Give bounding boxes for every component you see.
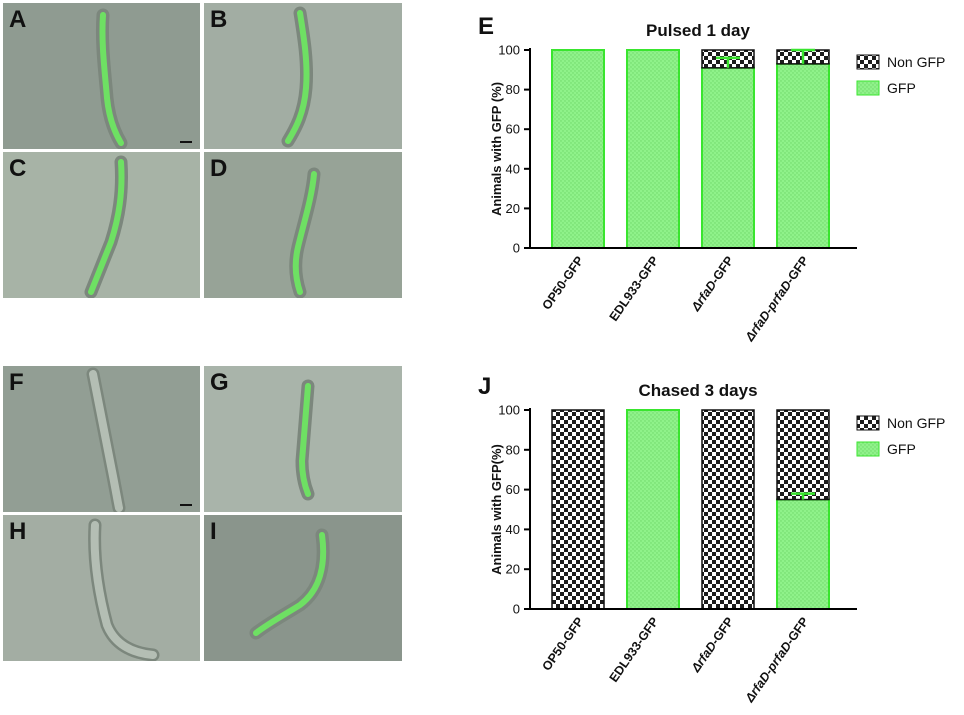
y-tick-label: 0 [513,602,520,617]
bar-non-gfp [551,409,605,610]
gfp-fluorescence [298,383,311,497]
legend-swatch [856,80,880,96]
gfp-fluorescence [99,12,124,146]
bar-non-gfp [776,409,830,501]
y-tick-label: 80 [506,82,520,97]
worm-image [281,6,314,148]
micrograph-panel-f: F [3,366,200,512]
scale-bar [180,504,192,506]
legend-swatch [856,441,880,457]
panel-label: I [210,518,217,545]
worm-image [88,518,160,661]
worm-image [249,528,330,640]
y-tick-label: 60 [506,122,520,137]
micrograph-panel-i: I [204,515,402,661]
x-tick-label: ΔrfaD-GFP [688,254,736,315]
worm-gut [89,370,123,512]
gfp-fluorescence [285,10,310,144]
y-tick-label: 20 [506,562,520,577]
panel-label: F [9,369,24,396]
bar-gfp [776,498,830,610]
legend-label: Non GFP [887,54,945,70]
worm-image [84,155,128,298]
panel-label: B [210,6,228,33]
x-tick-label: ΔrfaD-prfaD-GFP [742,254,811,345]
micrograph-panel-b: B [204,3,402,149]
gfp-fluorescence [88,159,125,295]
panel-label: C [9,155,27,182]
y-tick-label: 80 [506,442,520,457]
bar-gfp [776,62,830,249]
micrograph-panel-h: H [3,515,200,661]
legend-label: Non GFP [887,415,945,431]
chart-title: Pulsed 1 day [646,21,750,40]
panel-label: H [9,518,27,545]
worm-image [289,167,321,298]
micrograph-panel-g: G [204,366,402,512]
micrograph-panel-d: D [204,152,402,298]
worm-gut [90,521,157,659]
x-tick-label: ΔrfaD-prfaD-GFP [742,615,811,706]
bar-gfp [626,409,680,610]
x-tick-label: EDL933-GFP [607,615,662,685]
worm-image [295,379,315,501]
worm-image [86,367,192,512]
gfp-fluorescence [292,171,317,295]
y-tick-label: 40 [506,161,520,176]
bar-gfp [551,49,605,249]
panel-label: G [210,369,229,396]
chart-title: Chased 3 days [638,381,757,400]
scale-bar [180,141,192,143]
legend-swatch [856,54,880,70]
chart-panel-label: E [478,13,494,40]
bar-non-gfp [701,409,755,610]
legend-label: GFP [887,441,916,457]
y-tick-label: 0 [513,241,520,256]
x-tick-label: OP50-GFP [540,615,587,674]
micrograph-panel-c: C [3,152,200,298]
x-tick-label: ΔrfaD-GFP [688,615,736,676]
y-axis-label: Animals with GFP(%) [489,444,504,575]
legend-label: GFP [887,80,916,96]
y-tick-label: 100 [498,43,520,58]
chart-panel-label: J [478,373,491,400]
y-tick-label: 100 [498,403,520,418]
x-tick-label: EDL933-GFP [607,254,662,324]
legend-swatch [856,415,880,431]
gfp-fluorescence [253,532,327,636]
y-axis-label: Animals with GFP (%) [489,82,504,216]
bar-gfp [626,49,680,249]
y-tick-label: 60 [506,482,520,497]
y-tick-label: 20 [506,201,520,216]
worm-image [95,8,192,149]
panel-label: A [9,6,27,33]
y-tick-label: 40 [506,522,520,537]
micrograph-panel-a: A [3,3,200,149]
bar-gfp [701,66,755,249]
x-tick-label: OP50-GFP [540,254,587,313]
panel-label: D [210,155,228,182]
